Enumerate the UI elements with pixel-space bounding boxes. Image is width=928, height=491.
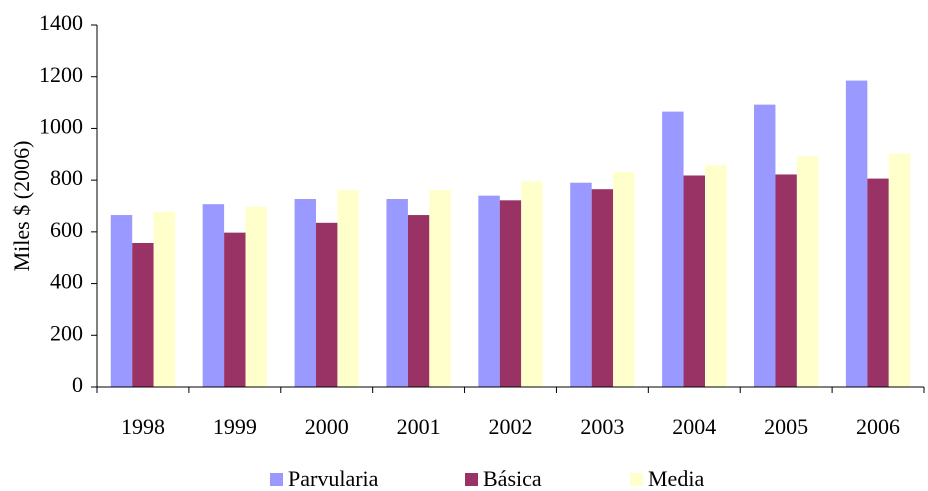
bar [591,189,614,387]
bar [429,189,451,387]
x-tick-label: 2002 [489,414,533,439]
bar [754,104,776,387]
x-tick-label: 2000 [305,414,349,439]
bar [704,165,727,387]
bar [224,232,246,387]
x-tick-label: 2003 [580,414,624,439]
x-tick-label: 1999 [213,414,257,439]
bar [662,111,684,387]
bar [337,189,359,387]
bar [888,153,911,387]
bar [202,204,225,387]
legend-label: Parvularia [288,466,379,491]
legend-label: Básica [483,466,542,491]
bar [407,215,430,387]
bar [775,174,797,387]
y-tick-label: 400 [50,269,83,294]
legend-label: Media [648,466,704,491]
bar [294,199,317,387]
bar [478,195,500,387]
bar [110,215,133,387]
x-tick-label: 2001 [397,414,441,439]
bar [867,178,889,387]
bar [499,200,522,387]
y-tick-label: 800 [50,165,83,190]
x-tick-label: 2006 [856,414,900,439]
bar [613,171,635,387]
bar [316,222,338,387]
bar [570,182,592,387]
y-tick-label: 600 [50,217,83,242]
bar [845,80,868,387]
x-tick-label: 2004 [672,414,716,439]
x-tick-label: 1998 [121,414,165,439]
y-axis-title: Miles $ (2006) [9,141,34,272]
y-tick-label: 1200 [39,62,83,87]
y-tick-label: 1000 [39,113,83,138]
legend-swatch [630,473,643,486]
bar [386,199,408,387]
bar [683,175,705,387]
legend-swatch [465,473,478,486]
legend-swatch [270,473,283,486]
bar [796,156,819,387]
x-tick-label: 2005 [764,414,808,439]
y-tick-label: 1400 [39,10,83,35]
y-tick-label: 0 [72,372,83,397]
bar [132,242,154,387]
bar [245,206,267,387]
bar [521,181,543,387]
bar [153,211,176,387]
y-tick-label: 200 [50,320,83,345]
